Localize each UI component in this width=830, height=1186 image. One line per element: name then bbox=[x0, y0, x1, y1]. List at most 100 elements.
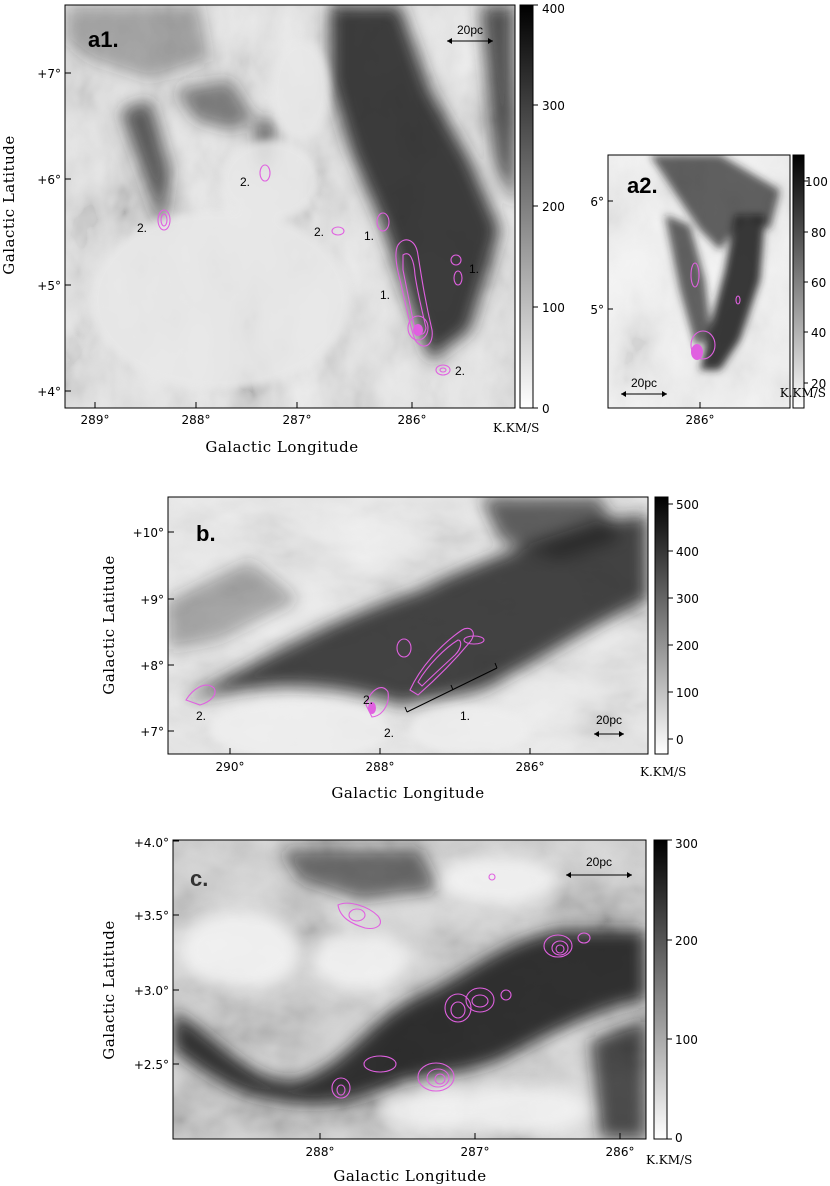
y-tick-label: +7° bbox=[37, 67, 61, 81]
y-tick-label: 5° bbox=[590, 303, 604, 317]
contour-c-9b bbox=[426, 1068, 450, 1088]
contour-c-1b bbox=[348, 908, 366, 922]
contour-b-core bbox=[368, 702, 376, 714]
contour-c-1 bbox=[337, 902, 382, 929]
panel-a1-scale-bar: 20pc bbox=[447, 23, 493, 44]
panel-a1-x-ticks: 289° 288° 287° 286° bbox=[81, 402, 427, 427]
contour-c-3b bbox=[551, 940, 569, 956]
contour-label: 1. bbox=[469, 262, 479, 276]
contour-c-3c bbox=[555, 944, 565, 954]
panel-c-x-ticks: 288° 287° 286° bbox=[306, 1133, 635, 1159]
colorbar-tick: 0 bbox=[676, 733, 684, 747]
contour-a2-2 bbox=[690, 330, 716, 360]
contour-a1-1b bbox=[160, 213, 168, 227]
colorbar-tick: 60 bbox=[811, 276, 826, 290]
y-tick-label: +8° bbox=[140, 659, 164, 673]
y-axis-label: Galactic Latitude bbox=[100, 555, 118, 694]
panel-b-contour-labels: 2. 2. 2. 1. bbox=[196, 693, 470, 740]
x-tick-label: 286° bbox=[686, 413, 715, 427]
contour-label: 2. bbox=[240, 175, 250, 189]
contour-b-5 bbox=[463, 635, 485, 645]
panel-b-scale-text: 20pc bbox=[596, 713, 622, 727]
panel-a2-scale-text: 20pc bbox=[631, 376, 657, 390]
colorbar-gradient bbox=[792, 154, 805, 409]
panel-b-scale-bar: 20pc bbox=[594, 713, 624, 737]
colorbar-tick: 500 bbox=[676, 498, 699, 512]
colorbar-tick: 400 bbox=[542, 2, 565, 16]
y-tick-label: +5° bbox=[37, 279, 61, 293]
panel-a2-colorbar: 20 40 60 80 100 K.KM/S bbox=[780, 154, 828, 409]
colorbar-gradient bbox=[519, 4, 534, 409]
colorbar-tick: 100 bbox=[805, 175, 828, 189]
panel-b-bracket bbox=[404, 662, 498, 713]
contour-a1-6 bbox=[407, 315, 429, 341]
x-tick-label: 288° bbox=[182, 413, 211, 427]
x-tick-label: 286° bbox=[398, 413, 427, 427]
panel-a1-map bbox=[65, 5, 515, 408]
panel-a1-colorbar: 0 100 200 300 400 K.KM/S bbox=[493, 2, 565, 435]
colorbar-tick: 200 bbox=[676, 639, 699, 653]
contour-label: 2. bbox=[137, 221, 147, 235]
panel-a1-y-ticks: +4° +5° +6° +7° bbox=[37, 67, 71, 399]
x-tick-label: 286° bbox=[606, 1145, 635, 1159]
panel-c-contours bbox=[331, 873, 591, 1099]
colorbar-tick: 100 bbox=[542, 301, 565, 315]
colorbar-unit: K.KM/S bbox=[780, 386, 826, 400]
colorbar-tick: 300 bbox=[676, 592, 699, 606]
panel-a2-map bbox=[608, 155, 790, 408]
y-axis-label: Galactic Latitude bbox=[0, 135, 18, 274]
contour-c-2 bbox=[488, 873, 496, 881]
panel-c-map bbox=[173, 840, 646, 1139]
contour-b-3 bbox=[409, 627, 474, 696]
contour-a2-core bbox=[691, 344, 703, 360]
x-tick-label: 286° bbox=[516, 760, 545, 774]
y-tick-label: +4.0° bbox=[134, 836, 169, 850]
x-tick-label: 288° bbox=[306, 1145, 335, 1159]
x-axis-label: Galactic Longitude bbox=[205, 438, 358, 456]
panel-b-frame bbox=[167, 496, 649, 755]
y-tick-label: +3.0° bbox=[134, 984, 169, 998]
y-tick-label: +3.5° bbox=[134, 909, 169, 923]
x-tick-label: 287° bbox=[283, 413, 312, 427]
contour-label: 2. bbox=[363, 693, 373, 707]
contour-c-5 bbox=[444, 993, 472, 1023]
panel-b: b. 2. 2. 2. 1. 20pc 290° 288° 286° +7° +… bbox=[100, 496, 699, 802]
contour-c-4 bbox=[577, 932, 591, 944]
contour-a2-3 bbox=[735, 295, 741, 305]
colorbar-gradient bbox=[653, 839, 668, 1140]
contour-a1-6-core bbox=[413, 324, 423, 336]
panel-c-scale-text: 20pc bbox=[586, 855, 612, 869]
panel-a1-frame bbox=[64, 4, 516, 409]
panel-b-contours bbox=[185, 627, 485, 718]
contour-a1-7b bbox=[453, 270, 463, 286]
x-axis-label: Galactic Longitude bbox=[333, 1167, 486, 1185]
contour-label: 2. bbox=[196, 709, 206, 723]
x-axis-label: Galactic Longitude bbox=[331, 784, 484, 802]
contour-a1-8 bbox=[435, 364, 451, 376]
colorbar-tick: 300 bbox=[675, 837, 698, 851]
colorbar-tick: 0 bbox=[675, 1131, 683, 1145]
contour-label: 1. bbox=[460, 709, 470, 723]
contour-c-9c bbox=[434, 1073, 446, 1085]
contour-c-8 bbox=[363, 1055, 397, 1073]
contour-a2-1 bbox=[690, 262, 700, 288]
colorbar-tick: 80 bbox=[811, 226, 826, 240]
y-tick-label: +7° bbox=[140, 725, 164, 739]
panel-c-label: c. bbox=[190, 866, 208, 891]
x-tick-label: 290° bbox=[216, 760, 245, 774]
colorbar-tick: 400 bbox=[676, 545, 699, 559]
contour-c-3 bbox=[543, 934, 573, 958]
colorbar-tick: 200 bbox=[542, 200, 565, 214]
panel-a2-ticks: 286° 5° 6° bbox=[590, 195, 714, 427]
contour-a1-8b bbox=[439, 367, 447, 373]
contour-label: 1. bbox=[364, 229, 374, 243]
colorbar-gradient bbox=[654, 496, 669, 755]
x-tick-label: 289° bbox=[81, 413, 110, 427]
x-tick-label: 287° bbox=[461, 1145, 490, 1159]
panel-a1-label: a1. bbox=[88, 27, 119, 52]
contour-b-3b bbox=[417, 639, 462, 687]
colorbar-unit: K.KM/S bbox=[640, 765, 686, 779]
contour-a1-4 bbox=[376, 212, 390, 232]
colorbar-unit: K.KM/S bbox=[493, 421, 539, 435]
contour-b-1 bbox=[185, 684, 216, 706]
